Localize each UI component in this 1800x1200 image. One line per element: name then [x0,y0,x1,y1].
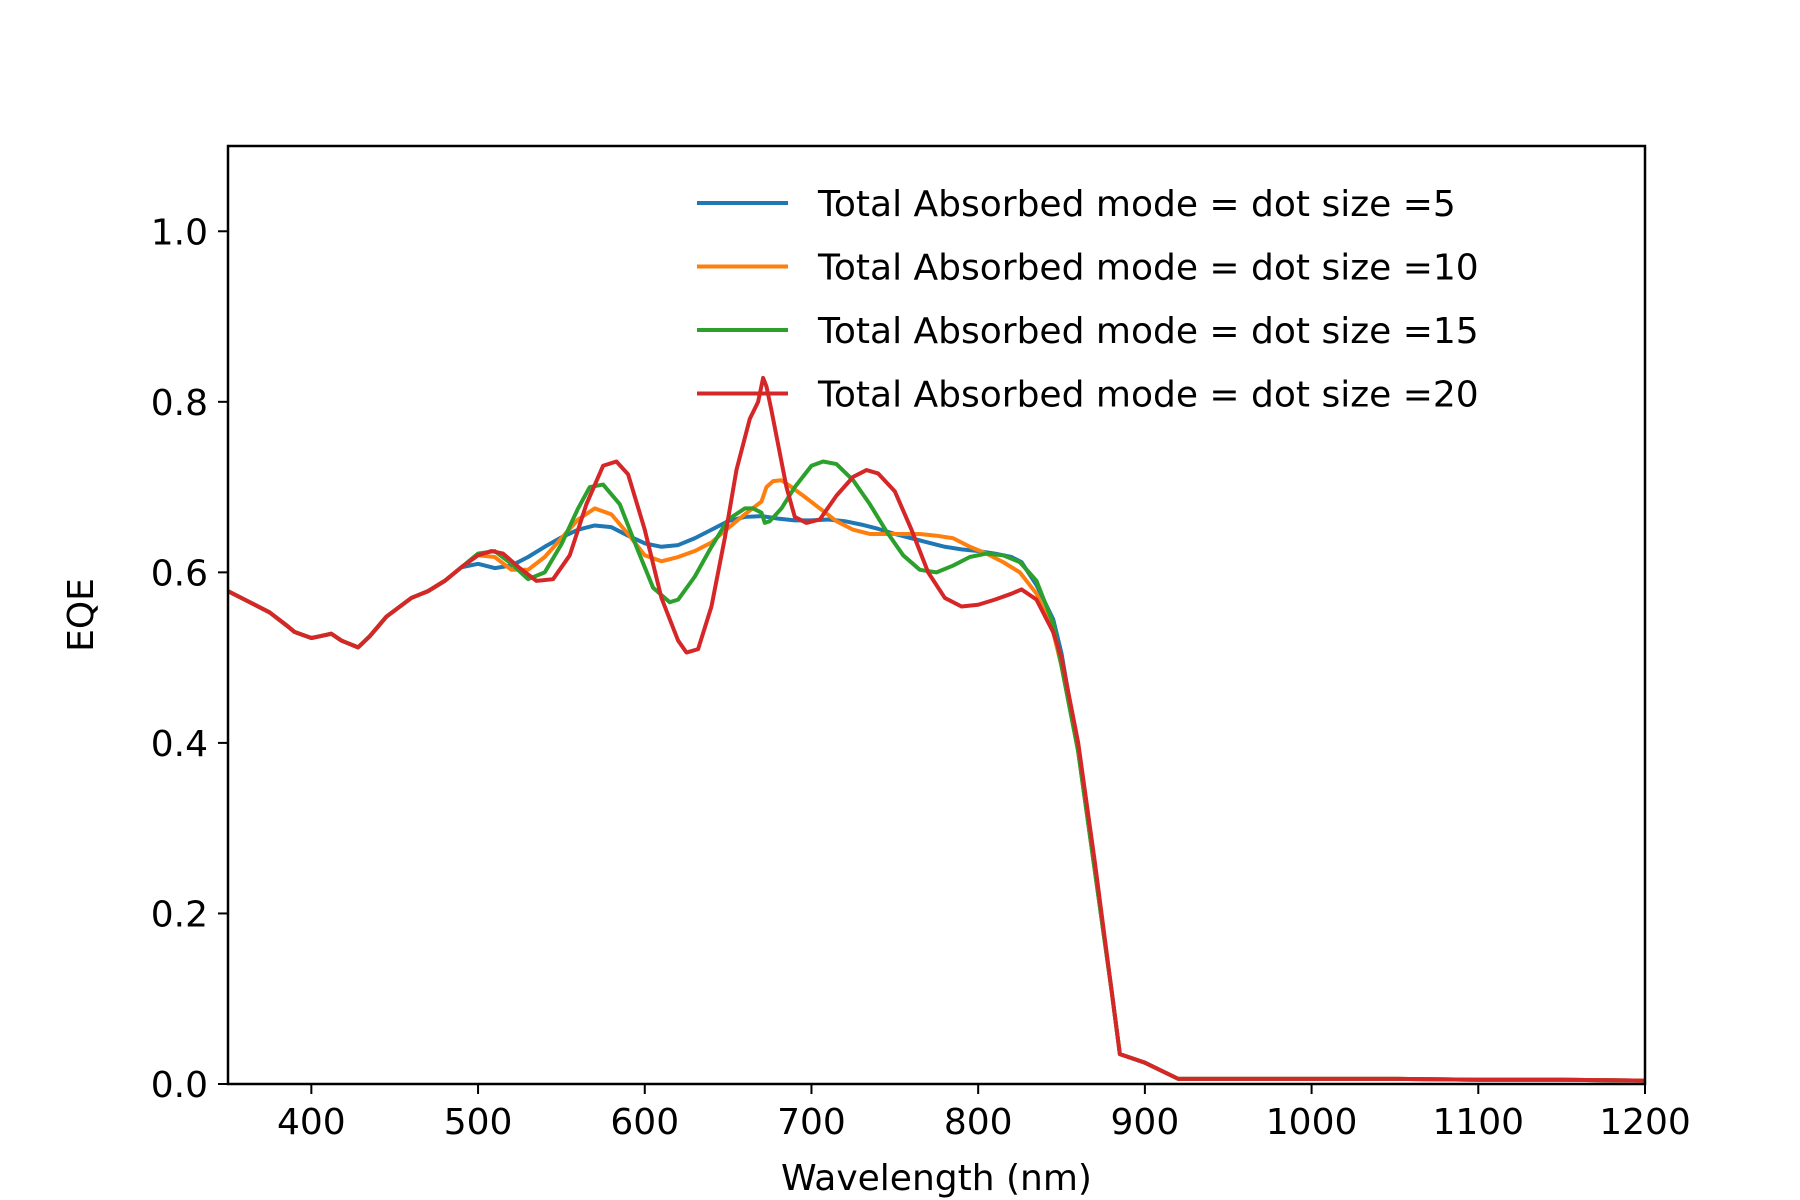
series-line-4 [228,375,1645,1083]
x-tick-label: 500 [444,1102,513,1143]
y-axis-label: EQE [61,578,102,652]
x-tick-label: 600 [610,1102,679,1143]
x-tick-label: 400 [277,1102,346,1143]
x-axis-label: Wavelength (nm) [781,1158,1092,1199]
y-tick-label: 0.2 [151,894,208,935]
x-tick-label: 800 [944,1102,1013,1143]
x-tick-label: 1100 [1432,1102,1524,1143]
y-tick-label: 0.8 [151,383,208,424]
plot-area [228,375,1645,1083]
x-tick-label: 900 [1111,1102,1180,1143]
y-tick-label: 0.6 [151,553,208,594]
axes: 400 500 600 700 800 900 1000 1100 1200 0.0 0.2 0.4 0… [151,144,1691,1143]
x-tick-label: 700 [777,1102,846,1143]
legend-label-4: Total Absorbed mode = dot size =20 [817,375,1479,416]
legend-label-3: Total Absorbed mode = dot size =15 [817,311,1479,352]
axes-frame [226,144,1647,1086]
y-tick-label: 1.0 [151,212,208,253]
x-tick-label: 1200 [1599,1102,1691,1143]
y-tick-label: 0.4 [151,724,208,765]
x-tick-label: 1000 [1266,1102,1358,1143]
y-tick-label: 0.0 [151,1065,208,1106]
legend-label-1: Total Absorbed mode = dot size =5 [817,184,1456,225]
legend: Total Absorbed mode = dot size =5 Total A… [697,184,1479,416]
legend-label-2: Total Absorbed mode = dot size =10 [817,248,1479,289]
